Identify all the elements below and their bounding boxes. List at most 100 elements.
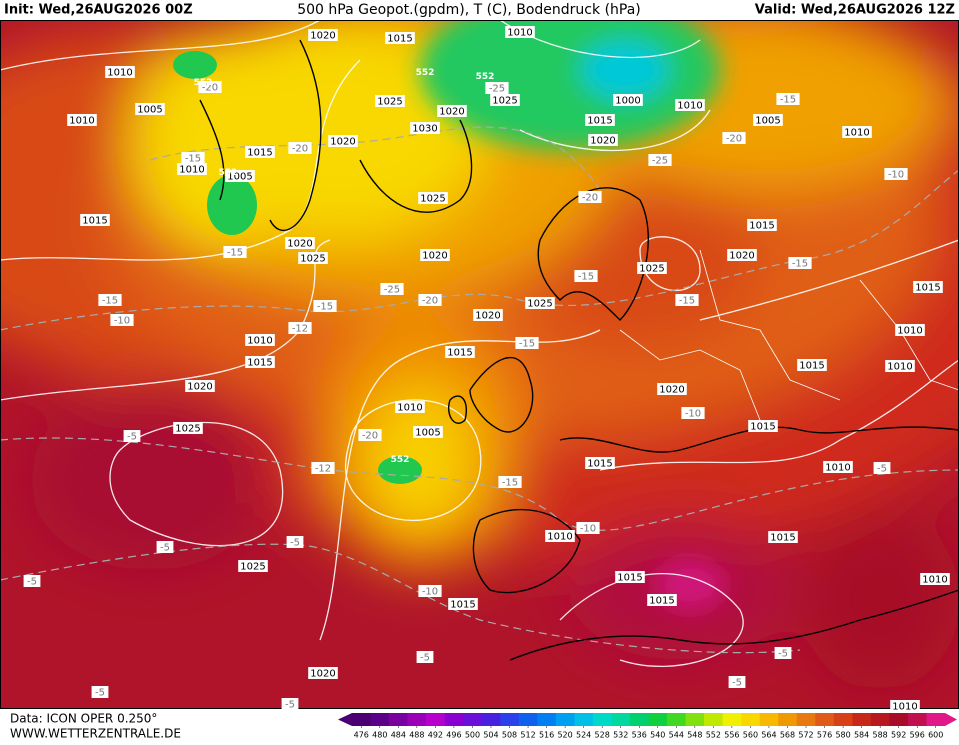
colorbar-tick-label: 528 — [595, 731, 610, 740]
colorbar-tick-label: 480 — [372, 731, 387, 740]
isobar-label-box — [490, 94, 520, 106]
isobar-label: 1010 — [844, 128, 869, 139]
colorbar-tick-label: 560 — [743, 731, 758, 740]
isobar-label-box — [747, 219, 777, 231]
isobar-label: 1010 — [892, 702, 917, 713]
isobar-label: 1020 — [330, 137, 355, 148]
isobar-label: 1015 — [587, 459, 612, 470]
isobar-label-box — [525, 297, 555, 309]
isobar-label-box — [748, 420, 778, 432]
colorbar-tick-label: 600 — [928, 731, 943, 740]
isobar-label-box — [885, 360, 915, 372]
isobar-label-box — [238, 560, 268, 572]
isobar-label-box — [473, 309, 503, 321]
colorbar-swatch — [444, 713, 464, 726]
temperature-label-box — [223, 246, 247, 258]
isobar-label-box — [245, 334, 275, 346]
isobar-label: 1015 — [799, 361, 824, 372]
colorbar-swatch — [741, 713, 760, 726]
temperature-label-box — [418, 585, 442, 597]
temperature-label: -12 — [315, 464, 331, 475]
colorbar-swatch — [833, 713, 853, 726]
isobar-label-box — [245, 146, 275, 158]
isobar-label-box — [80, 214, 110, 226]
low-cores — [420, 20, 725, 610]
colorbar-swatch — [648, 713, 668, 726]
temperature-label: -15 — [227, 248, 243, 259]
temperature-label-box — [380, 283, 404, 295]
isobar-label-box — [105, 66, 135, 78]
temperature-label-box — [198, 81, 222, 93]
colorbar-tick-label: 568 — [780, 731, 795, 740]
isobar-label-box — [413, 426, 443, 438]
isobar-label-box — [420, 249, 450, 261]
isobar-label-box — [545, 530, 575, 542]
colorbar-swatch — [852, 713, 872, 726]
colorbar-swatch — [518, 713, 538, 726]
temperature-label: -5 — [290, 538, 300, 549]
isobar-label-box — [920, 573, 950, 585]
temperature-label: -10 — [580, 524, 596, 535]
isobar-label: 1020 — [439, 107, 464, 118]
colorbar-swatch — [722, 713, 742, 726]
temperature-label: -15 — [317, 302, 333, 313]
colorbar-swatch — [926, 713, 946, 726]
colorbar-swatch — [907, 713, 927, 726]
colorbar-tick-label: 524 — [576, 731, 591, 740]
colorbar-tick-label: 588 — [873, 731, 888, 740]
temperature-label: -25 — [652, 156, 668, 167]
temperature-label-box — [776, 93, 800, 105]
coastlines — [199, 39, 959, 661]
isobar-label-box — [245, 356, 275, 368]
isobar-label-box — [727, 249, 757, 261]
colorbar-swatch — [704, 713, 723, 726]
temperature-label: -20 — [422, 296, 438, 307]
temperature-label-box — [675, 294, 699, 306]
isobar-label: 1025 — [527, 299, 552, 310]
isobar-label: 1020 — [475, 311, 500, 322]
isobar-label: 1015 — [915, 283, 940, 294]
isobar-label-box — [823, 461, 853, 473]
isobar-label-box — [410, 122, 440, 134]
geopotential-label: 552 — [391, 455, 410, 465]
isobar-label: 1010 — [547, 532, 572, 543]
temperature-label: -15 — [102, 296, 118, 307]
isobar-label: 1020 — [310, 31, 335, 42]
isobar-label-box — [895, 324, 925, 336]
temperature-label: -20 — [362, 431, 378, 442]
colorbar-tick-label: 556 — [724, 731, 739, 740]
temperature-label: -20 — [582, 193, 598, 204]
temperature-label: -15 — [185, 154, 201, 165]
isobar-label-box — [298, 252, 328, 264]
isobar-label: 1015 — [82, 216, 107, 227]
isobar-label: 1025 — [377, 97, 402, 108]
temperature-label: -15 — [679, 296, 695, 307]
isobar-label-box — [890, 700, 920, 712]
temperature-label-box — [311, 462, 335, 474]
isobar-label: 1010 — [922, 575, 947, 586]
temperature-label-box — [156, 541, 174, 553]
temperature-label: -10 — [888, 170, 904, 181]
init-time: Init: Wed,26AUG2026 00Z — [4, 3, 193, 18]
colorbar-swatch — [815, 713, 835, 726]
isobar-label: 1020 — [590, 136, 615, 147]
isobar-label: 1015 — [617, 573, 642, 584]
colorbar-swatch — [778, 713, 798, 726]
colorbar-swatch — [611, 713, 631, 726]
isobar-label: 1025 — [300, 254, 325, 265]
temperature-label-box — [884, 168, 908, 180]
isobar-label: 1010 — [677, 101, 702, 112]
temperature-label-box — [576, 522, 600, 534]
isobar-label: 1025 — [240, 562, 265, 573]
temperature-label-box — [873, 462, 891, 474]
isobar-label: 1025 — [492, 96, 517, 107]
isobar-label-box — [615, 571, 645, 583]
temperature-label: -20 — [292, 144, 308, 155]
isobar-label-box — [913, 281, 943, 293]
temperature-label: -15 — [780, 95, 796, 106]
temperature-label-box — [485, 82, 509, 94]
isobar-label: 1015 — [247, 358, 272, 369]
colorbar-tick-label: 512 — [520, 731, 535, 740]
isobar-label: 1000 — [615, 96, 640, 107]
temperature-label: -5 — [732, 678, 742, 689]
